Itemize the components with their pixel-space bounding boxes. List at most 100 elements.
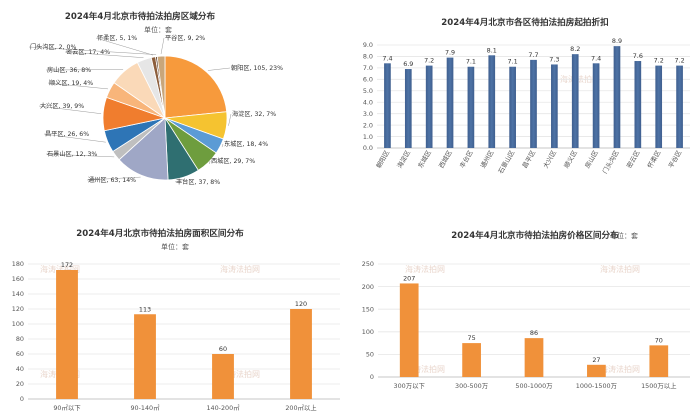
pie-label-leader	[207, 67, 231, 71]
area-bar-chart: 2024年4月北京市待拍法拍房面积区间分布 单位：套 海涛法拍网 海涛法拍网 海…	[12, 227, 340, 412]
x-tick-label: 90㎡以下	[53, 403, 81, 412]
x-tick-label: 500-1000万	[515, 382, 552, 390]
bar-value-label: 7.1	[466, 58, 476, 66]
watermark-text: 海涛法拍网	[600, 364, 640, 374]
pie-label-leader	[64, 51, 144, 58]
pie-slice-label: 怀柔区, 5, 1%	[97, 34, 137, 42]
bar	[399, 283, 419, 377]
price-bar-panel: 2024年4月北京市待拍法拍房价格区间分布 单位：套 海涛法拍网 海涛法拍网 海…	[350, 212, 700, 420]
bar	[655, 65, 663, 148]
bar	[212, 354, 234, 399]
bar-value-label: 7.9	[445, 49, 455, 57]
y-tick-label: 160	[12, 275, 24, 283]
x-tick-label: 西城区	[437, 148, 454, 169]
x-tick-label: 140-200㎡	[206, 403, 240, 412]
pie-title: 2024年4月北京市待拍法拍房区域分布	[65, 10, 216, 22]
bar-value-label: 8.2	[570, 45, 580, 53]
pie-label-leader	[86, 176, 141, 181]
x-tick-label: 90-140㎡	[130, 403, 160, 412]
bar	[384, 63, 391, 149]
x-tick-label: 朝阳区	[374, 148, 392, 170]
bar-value-label: 8.1	[487, 46, 497, 54]
y-tick-label: 5.0	[363, 87, 373, 95]
x-tick-label: 海淀区	[395, 148, 413, 170]
discount-bar-panel: 2024年4月北京市各区待拍法拍房起拍折扣 海涛法拍网 0.0 1.0 2.0 3.0…	[350, 0, 700, 212]
bar	[634, 61, 642, 148]
pie-slice-label: 石景山区, 12, 3%	[47, 150, 97, 158]
pie-slice-label: 西城区, 29, 7%	[211, 158, 255, 165]
y-tick-label: 0	[370, 373, 374, 381]
x-tick-label: 密云区	[624, 148, 642, 170]
district-distribution-pie-panel: 2024年4月北京市待拍法拍房区域分布 单位：套 朝阳区, 105, 23% 海淀…	[0, 0, 350, 212]
watermark-text: 海涛法拍网	[220, 369, 260, 379]
area-chart-title: 2024年4月北京市待拍法拍房面积区间分布	[76, 227, 244, 239]
bar	[649, 345, 669, 377]
pie-label-leader	[47, 82, 109, 90]
bar-value-label: 86	[530, 329, 538, 337]
bar	[530, 59, 537, 148]
bar	[467, 66, 475, 148]
y-tick-label: 250	[362, 260, 374, 268]
bar-value-label: 70	[655, 336, 663, 344]
bar	[462, 343, 481, 377]
bar	[509, 66, 516, 148]
bar	[290, 309, 312, 399]
x-tick-label: 200㎡以上	[285, 403, 317, 412]
y-tick-label: 8.0	[363, 53, 373, 61]
bar	[56, 270, 78, 399]
bar	[134, 314, 156, 399]
x-tick-label: 房山区	[582, 148, 600, 170]
pie-slice	[164, 55, 228, 119]
y-tick-label: 7.0	[363, 64, 373, 72]
pie-slice-label: 密云区, 17, 4%	[66, 48, 110, 56]
y-tick-label: 60	[16, 350, 24, 358]
bar	[587, 364, 606, 377]
bar-value-label: 7.4	[591, 54, 601, 62]
pie-slice-label: 东城区, 18, 4%	[224, 140, 268, 148]
x-tick-label: 1000-1500万	[576, 382, 617, 390]
x-tick-label: 顺义区	[562, 148, 579, 169]
pie-slice	[156, 55, 166, 119]
pie-slice-label: 昌平区, 26, 6%	[45, 131, 89, 138]
pie-slice-label: 顺义区, 19, 4%	[49, 80, 93, 87]
y-tick-label: 150	[362, 305, 374, 313]
bar	[571, 54, 579, 148]
y-tick-label: 200	[362, 283, 374, 291]
bar-value-label: 207	[403, 274, 415, 282]
pie-label-leader	[45, 153, 115, 158]
price-chart-subtitle: 单位：套	[610, 231, 638, 240]
bar-value-label: 172	[61, 261, 73, 269]
y-tick-label: 9.0	[363, 41, 373, 49]
pie-label-leader	[43, 133, 106, 143]
bar-value-label: 7.6	[633, 52, 643, 60]
y-tick-label: 100	[362, 328, 374, 336]
watermark-text: 海涛法拍网	[405, 264, 445, 274]
y-tick-label: 50	[366, 351, 374, 359]
bar	[404, 69, 412, 148]
y-tick-label: 0.0	[363, 144, 373, 152]
pie-slice-label: 海淀区, 32, 7%	[232, 110, 276, 118]
bar-value-label: 7.7	[528, 51, 538, 59]
bar-value-label: 113	[139, 305, 151, 313]
x-tick-label: 昌平区	[521, 148, 538, 169]
bar	[613, 46, 621, 148]
x-tick-label: 平谷区	[666, 148, 684, 170]
price-bar-chart: 2024年4月北京市待拍法拍房价格区间分布 单位：套 海涛法拍网 海涛法拍网 海…	[362, 229, 690, 390]
y-tick-label: 0	[20, 395, 24, 403]
pie-slice-label: 门头沟区, 2, 0%	[30, 43, 76, 51]
x-tick-label: 通州区	[478, 148, 496, 170]
pie-slice-label: 通州区, 63, 14%	[88, 176, 136, 184]
area-bar-panel: 2024年4月北京市待拍法拍房面积区间分布 单位：套 海涛法拍网 海涛法拍网 海…	[0, 212, 350, 420]
bar-value-label: 7.3	[549, 55, 559, 63]
bar-value-label: 8.9	[612, 37, 622, 45]
bar-value-label: 6.9	[403, 60, 413, 68]
y-tick-label: 40	[16, 365, 24, 373]
pie-label-leader	[160, 37, 165, 55]
bar	[524, 338, 544, 377]
bar-value-label: 7.2	[654, 57, 664, 65]
pie-slice-label: 平谷区, 9, 2%	[165, 34, 205, 42]
y-tick-label: 80	[16, 335, 24, 343]
pie-label-leader	[228, 113, 232, 126]
y-tick-label: 6.0	[363, 76, 373, 84]
